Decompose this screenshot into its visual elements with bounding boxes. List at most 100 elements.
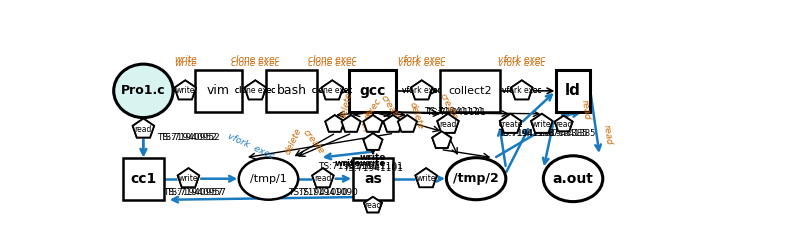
- Text: TS:71941101: TS:71941101: [318, 162, 378, 171]
- Polygon shape: [437, 114, 458, 133]
- Polygon shape: [363, 133, 383, 150]
- Polygon shape: [178, 168, 199, 187]
- Polygon shape: [531, 114, 553, 133]
- Polygon shape: [437, 114, 458, 133]
- Polygon shape: [341, 115, 361, 132]
- Ellipse shape: [543, 156, 603, 202]
- Text: vfork  exec: vfork exec: [226, 132, 276, 161]
- Polygon shape: [312, 168, 333, 187]
- Text: clone exec: clone exec: [308, 55, 357, 64]
- Polygon shape: [325, 115, 345, 132]
- Text: write: write: [176, 86, 195, 95]
- FancyBboxPatch shape: [440, 70, 500, 112]
- Text: write: write: [360, 153, 387, 161]
- Text: create: create: [438, 92, 459, 121]
- Text: clone exec: clone exec: [312, 86, 353, 95]
- Text: read: read: [314, 174, 332, 183]
- Text: clone exec: clone exec: [231, 59, 279, 68]
- Polygon shape: [325, 115, 345, 132]
- Polygon shape: [363, 115, 383, 132]
- Text: cc1: cc1: [130, 172, 157, 186]
- Text: clone exec: clone exec: [312, 86, 353, 95]
- Polygon shape: [321, 80, 343, 99]
- Text: TS:71940952: TS:71940952: [157, 133, 217, 142]
- Polygon shape: [416, 168, 437, 187]
- Text: read: read: [314, 174, 332, 183]
- Text: write: write: [176, 86, 195, 95]
- Text: TS:71941101: TS:71941101: [343, 162, 403, 171]
- Text: write: write: [178, 174, 199, 183]
- Text: vfork exec: vfork exec: [502, 86, 541, 95]
- Text: TS:71941101: TS:71941101: [343, 164, 403, 173]
- Text: read: read: [555, 120, 572, 129]
- Polygon shape: [511, 80, 533, 99]
- Text: read: read: [601, 124, 613, 146]
- Text: vfork exec: vfork exec: [498, 55, 546, 64]
- Text: read: read: [135, 124, 152, 134]
- Polygon shape: [383, 115, 403, 132]
- Text: write: write: [416, 174, 436, 183]
- Polygon shape: [341, 115, 361, 132]
- FancyBboxPatch shape: [349, 70, 396, 112]
- Ellipse shape: [114, 64, 174, 118]
- Text: create: create: [499, 120, 523, 129]
- Text: TS:71940952: TS:71940952: [161, 133, 220, 142]
- Polygon shape: [411, 80, 433, 99]
- Text: read: read: [364, 201, 382, 210]
- Text: bash: bash: [277, 84, 307, 97]
- Text: delete: delete: [338, 91, 353, 121]
- Text: TS:71941090: TS:71941090: [298, 188, 358, 197]
- FancyBboxPatch shape: [123, 158, 164, 200]
- Text: gcc: gcc: [360, 84, 386, 98]
- Text: create: create: [379, 93, 402, 123]
- Text: collect2: collect2: [448, 86, 491, 96]
- Text: vfork: vfork: [362, 108, 374, 132]
- Text: a.out: a.out: [553, 172, 593, 186]
- Polygon shape: [500, 114, 521, 133]
- FancyBboxPatch shape: [195, 70, 242, 112]
- Text: TS:71940957: TS:71940957: [166, 188, 227, 197]
- Text: create: create: [499, 120, 523, 129]
- Text: /tmp/1: /tmp/1: [250, 174, 286, 184]
- Polygon shape: [500, 114, 521, 133]
- Polygon shape: [433, 131, 451, 148]
- Text: read: read: [439, 120, 457, 129]
- Polygon shape: [554, 116, 573, 131]
- Polygon shape: [245, 80, 266, 99]
- Text: TS:71941121: TS:71941121: [424, 107, 483, 116]
- Text: Pro1.c: Pro1.c: [121, 84, 165, 97]
- Polygon shape: [363, 115, 383, 132]
- Polygon shape: [398, 115, 417, 132]
- Ellipse shape: [239, 158, 299, 200]
- Text: write: write: [174, 59, 197, 68]
- Text: vim: vim: [207, 84, 230, 97]
- Text: vfork exec: vfork exec: [402, 86, 441, 95]
- FancyBboxPatch shape: [556, 70, 590, 112]
- Polygon shape: [398, 115, 417, 132]
- Text: as: as: [364, 172, 382, 186]
- Text: ld: ld: [565, 83, 581, 98]
- Polygon shape: [511, 80, 533, 99]
- Text: vfork exec: vfork exec: [398, 55, 445, 64]
- Polygon shape: [433, 131, 451, 148]
- Text: clone exec: clone exec: [235, 86, 275, 95]
- Text: write: write: [174, 55, 197, 64]
- Text: delete: delete: [283, 127, 303, 156]
- Text: TS:71941178: TS:71941178: [498, 129, 554, 138]
- Polygon shape: [531, 114, 553, 133]
- Text: delete: delete: [408, 101, 424, 130]
- Polygon shape: [554, 116, 573, 131]
- Text: exec: exec: [364, 97, 383, 120]
- Text: vfork exec: vfork exec: [498, 59, 546, 68]
- Polygon shape: [174, 80, 196, 99]
- Text: TS:71941385: TS:71941385: [540, 129, 596, 138]
- Text: vfork exec: vfork exec: [398, 59, 445, 68]
- Text: /tmp/2: /tmp/2: [454, 172, 499, 185]
- Polygon shape: [364, 197, 382, 212]
- Text: write: write: [360, 159, 387, 168]
- Text: read: read: [555, 120, 572, 129]
- Text: TS:71941121: TS:71941121: [426, 108, 486, 117]
- Polygon shape: [383, 115, 403, 132]
- FancyBboxPatch shape: [266, 70, 317, 112]
- Polygon shape: [321, 80, 343, 99]
